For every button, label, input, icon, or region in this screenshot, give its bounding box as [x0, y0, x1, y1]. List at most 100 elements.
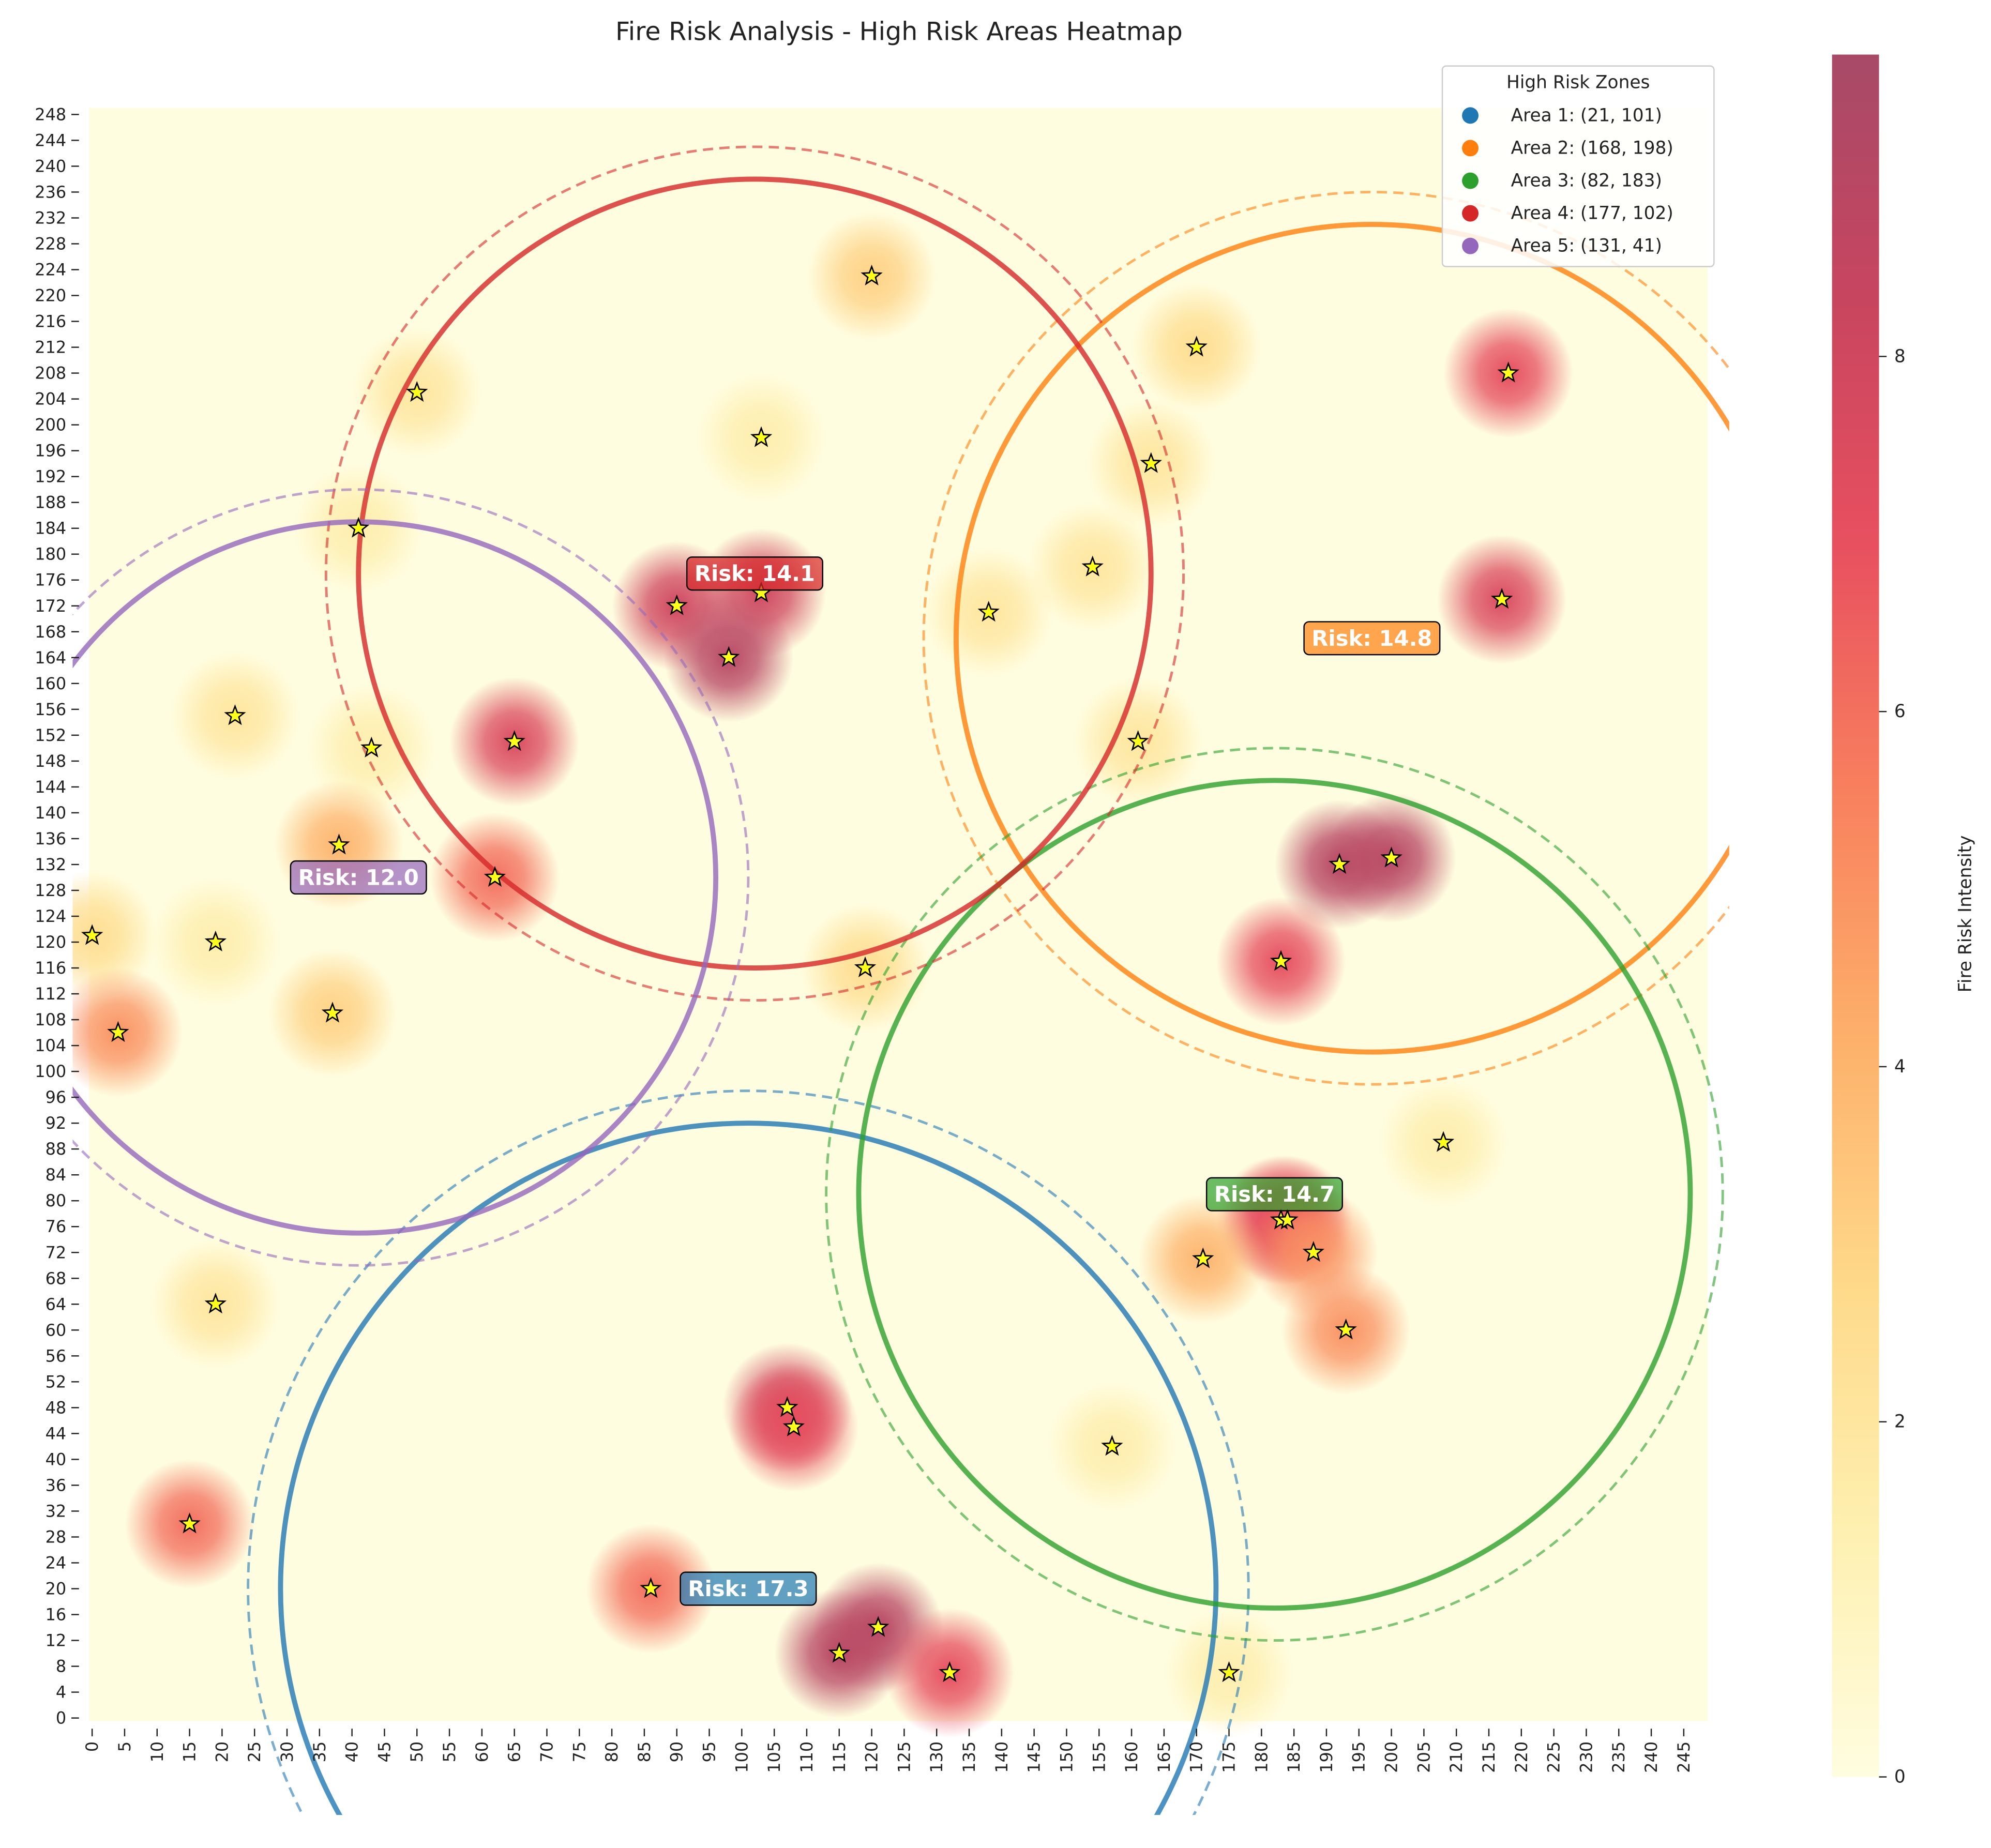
zone-circle: [278, 1120, 1219, 1815]
x-tick-label: 195: [1349, 1741, 1369, 1773]
hotspot-star: [666, 594, 688, 615]
colorbar: [1832, 54, 1879, 1777]
zones-layer: [72, 145, 1729, 1815]
x-tick-label: 135: [959, 1741, 979, 1773]
zone-risk-label: Risk: 14.8: [1311, 626, 1432, 651]
hotspot-star: [1101, 1435, 1123, 1456]
y-tick-label: 76: [46, 1217, 67, 1236]
zone-risk-label: Risk: 12.0: [298, 865, 419, 890]
y-tick-label: 44: [46, 1423, 67, 1443]
hotspot-star: [321, 1002, 344, 1023]
x-tick-label: 95: [700, 1741, 719, 1763]
hotspot-star: [204, 930, 227, 952]
y-tick-label: 4: [56, 1683, 66, 1702]
y-tick-label: 128: [35, 881, 66, 900]
hotspot-star: [1276, 1208, 1299, 1230]
x-tick-label: 200: [1382, 1741, 1401, 1773]
y-tick-label: 56: [46, 1346, 67, 1366]
legend: High Risk Zones Area 1: (21, 101) Area 2: …: [1441, 65, 1715, 267]
zone-outer-circle: [72, 488, 750, 1267]
hotspot-star: [1490, 587, 1513, 609]
hotspot-star: [854, 956, 877, 978]
y-tick-label: 36: [46, 1475, 67, 1495]
colorbar-tick-label: 0: [1894, 1767, 1906, 1788]
legend-label: Area 4: (177, 102): [1511, 203, 1673, 224]
y-tick-label: 32: [46, 1501, 67, 1521]
x-tick-label: 70: [537, 1741, 556, 1763]
x-tick-label: 25: [245, 1741, 264, 1763]
x-tick-label: 105: [764, 1741, 784, 1773]
hotspot-star: [328, 834, 350, 855]
x-tick-label: 15: [180, 1741, 200, 1763]
hotspot-star: [1140, 452, 1162, 473]
x-tick-label: 115: [829, 1741, 849, 1773]
y-tick-label: 136: [35, 829, 66, 849]
y-tick-label: 168: [35, 622, 66, 642]
hotspot-star: [1270, 950, 1292, 971]
y-tick-label: 180: [35, 544, 66, 564]
y-tick-label: 208: [35, 363, 66, 383]
x-tick-label: 120: [862, 1741, 882, 1773]
x-tick-label: 20: [212, 1741, 232, 1763]
y-tick-label: 108: [35, 1010, 66, 1029]
x-tick-label: 10: [147, 1741, 167, 1763]
legend-title: High Risk Zones: [1506, 72, 1650, 93]
legend-label: Area 1: (21, 101): [1511, 105, 1662, 126]
hotspot-star: [484, 866, 506, 887]
y-tick-label: 68: [46, 1268, 67, 1288]
x-tick-label: 230: [1576, 1741, 1596, 1773]
zone-label-box: [1303, 621, 1441, 656]
y-tick-label: 84: [46, 1165, 67, 1185]
hotspot-star: [867, 1616, 889, 1637]
legend-label: Area 2: (168, 198): [1511, 138, 1673, 158]
x-tick-label: 235: [1609, 1741, 1628, 1773]
legend-label: Area 3: (82, 183): [1511, 171, 1662, 191]
legend-marker: [1462, 107, 1479, 124]
hotspot-star: [718, 646, 740, 667]
y-tick-label: 28: [46, 1527, 67, 1547]
zone-outer-circle: [922, 191, 1729, 1086]
y-tick-label: 228: [35, 234, 66, 253]
y-tick-label: 132: [35, 855, 66, 874]
x-tick-label: 125: [894, 1741, 914, 1773]
legend-marker: [1462, 140, 1479, 157]
legend-marker: [1462, 237, 1479, 254]
y-tick-label: 216: [35, 312, 66, 331]
y-tick-label: 224: [35, 260, 66, 280]
y-tick-label: 104: [35, 1036, 66, 1055]
y-tick-label: 148: [35, 751, 66, 771]
y-tick-label: 52: [46, 1372, 67, 1391]
hotspot-star: [1328, 853, 1351, 874]
hotspot-star: [1127, 730, 1149, 751]
zone-risk-label: Risk: 17.3: [688, 1576, 808, 1601]
hotspot-star: [503, 730, 525, 751]
y-tick-label: 164: [35, 648, 66, 668]
zone-outer-circle: [247, 1089, 1250, 1815]
hotspot-star: [178, 1512, 201, 1534]
y-tick-label: 48: [46, 1398, 67, 1417]
hotspot-star: [1302, 1240, 1324, 1262]
y-tick-label: 24: [46, 1553, 67, 1572]
zone-circle: [356, 176, 1154, 971]
y-tick-label: 64: [46, 1294, 67, 1314]
x-tick-label: 145: [1024, 1741, 1044, 1773]
y-tick-label: 116: [35, 958, 66, 978]
hotspot-star: [406, 381, 428, 402]
y-tick-label: 16: [46, 1605, 67, 1625]
x-tick-label: 100: [732, 1741, 751, 1773]
hotspot-star: [1497, 361, 1519, 383]
y-tick-label: 144: [35, 777, 66, 797]
y-tick-label: 156: [35, 700, 66, 719]
x-tick-label: 220: [1512, 1741, 1531, 1773]
x-tick-label: 110: [797, 1741, 817, 1773]
y-tick-label: 120: [35, 932, 66, 952]
zone-risk-label: Risk: 14.1: [695, 561, 815, 586]
y-tick-label: 112: [35, 984, 66, 1004]
hotspot-star: [1081, 555, 1104, 577]
hotspot-star: [1380, 846, 1402, 868]
x-tick-label: 50: [407, 1741, 427, 1763]
hotspot-star: [1218, 1661, 1240, 1683]
zone-label-box: [680, 1571, 817, 1606]
